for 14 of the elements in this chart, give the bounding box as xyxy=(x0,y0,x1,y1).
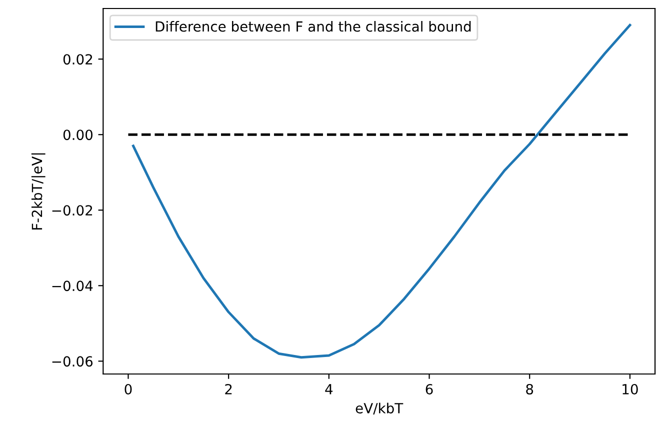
y-tick-label: −0.04 xyxy=(52,280,93,292)
x-tick-label: 0 xyxy=(124,384,132,394)
x-tick-label: 8 xyxy=(526,384,534,394)
x-tick-label: 4 xyxy=(325,384,333,394)
y-tick-label: −0.02 xyxy=(52,205,92,216)
x-axis-title: eV/kbT xyxy=(356,402,404,415)
y-axis-title: F-2kbT/|eV| xyxy=(31,153,46,230)
x-tick-label: 6 xyxy=(426,384,433,394)
x-tick-label: 10 xyxy=(622,384,638,394)
x-tick-label: 2 xyxy=(225,384,232,394)
y-tick-label: −0.06 xyxy=(52,356,93,367)
y-tick-label: 0.02 xyxy=(63,54,92,65)
y-tick-label: 0.00 xyxy=(63,130,93,140)
legend-label: Difference between F and the classical bound xyxy=(156,21,471,32)
